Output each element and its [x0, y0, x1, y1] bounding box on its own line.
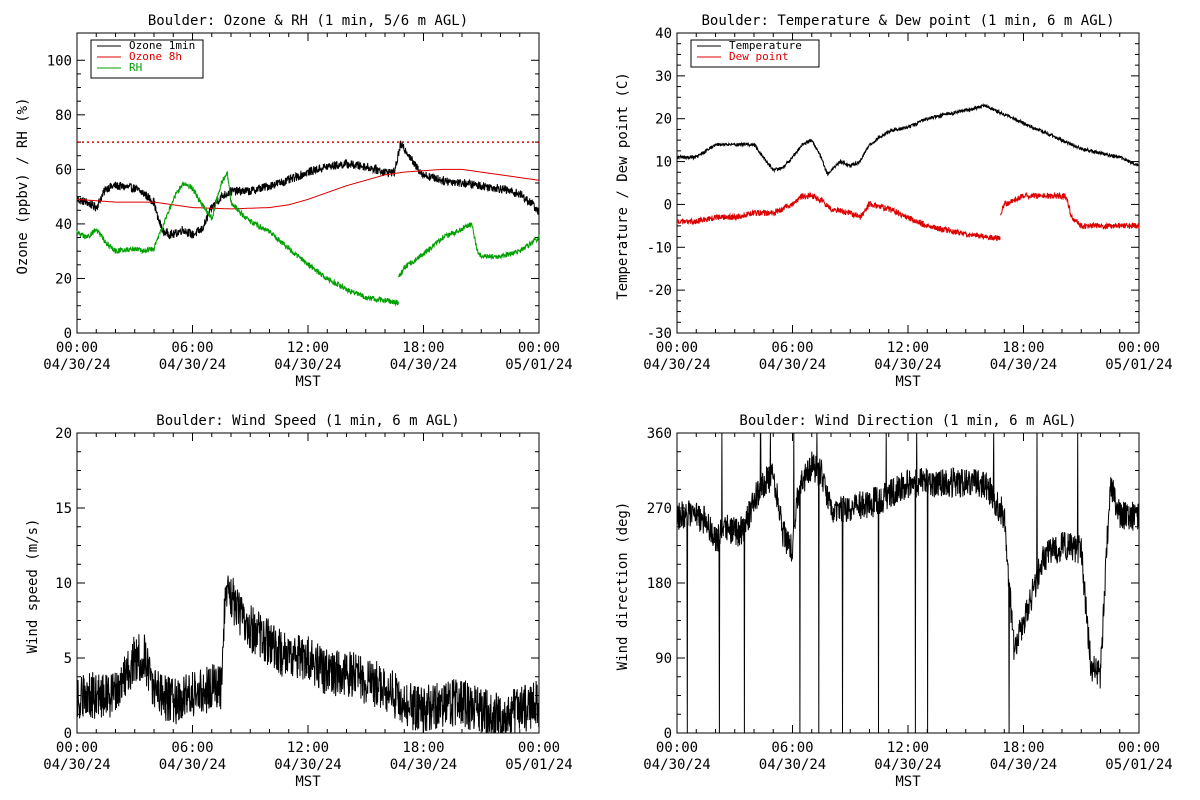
y-tick-label: -20 — [647, 283, 672, 299]
series-line — [76, 140, 540, 240]
x-axis-label: MST — [295, 374, 321, 390]
x-tick-label: 18:00 — [402, 340, 444, 356]
y-axis-label: Wind direction (deg) — [615, 502, 631, 671]
x-tick-date: 04/30/24 — [874, 357, 941, 373]
legend-label: Dew point — [729, 50, 789, 63]
series-line — [676, 191, 1001, 242]
series-line — [76, 169, 399, 307]
x-tick-label: 06:00 — [171, 740, 213, 756]
y-tick-label: 270 — [647, 501, 672, 517]
x-tick-label: 06:00 — [771, 740, 813, 756]
x-axis-label: MST — [295, 774, 321, 790]
legend-box — [690, 39, 820, 68]
legend-label: Temperature — [729, 39, 802, 52]
y-tick-label: 40 — [655, 26, 672, 42]
y-tick-label: 20 — [55, 426, 72, 442]
x-tick-date: 05/01/24 — [505, 757, 572, 773]
y-tick-label: 0 — [664, 197, 672, 213]
plot-frame — [676, 32, 1140, 334]
x-tick-date: 04/30/24 — [274, 757, 341, 773]
x-tick-date: 05/01/24 — [1105, 757, 1172, 773]
y-tick-label: 30 — [655, 69, 672, 85]
series-line — [676, 102, 1140, 177]
x-axis-label: MST — [895, 774, 921, 790]
y-tick-label: 100 — [47, 53, 72, 69]
x-tick-date: 05/01/24 — [1105, 357, 1172, 373]
x-tick-label: 06:00 — [171, 340, 213, 356]
y-tick-label: 5 — [64, 651, 72, 667]
y-tick-label: 10 — [655, 155, 672, 171]
x-tick-label: 00:00 — [518, 340, 560, 356]
legend-label: RH — [129, 61, 142, 74]
x-axis-label: MST — [895, 374, 921, 390]
x-tick-label: 00:00 — [1118, 340, 1160, 356]
y-tick-label: 360 — [647, 426, 672, 442]
plot-frame — [76, 432, 540, 734]
series-line — [76, 575, 540, 734]
y-tick-label: 20 — [55, 271, 72, 287]
y-tick-label: 180 — [647, 576, 672, 592]
x-tick-date: 04/30/24 — [759, 357, 826, 373]
x-tick-date: 04/30/24 — [159, 757, 226, 773]
chart-panel-ozone: Boulder: Ozone & RH (1 min, 5/6 m AGL) M… — [15, 13, 573, 390]
x-tick-label: 12:00 — [287, 340, 329, 356]
x-tick-date: 04/30/24 — [43, 757, 110, 773]
x-tick-label: 00:00 — [56, 740, 98, 756]
x-tick-label: 18:00 — [1002, 340, 1044, 356]
x-tick-label: 12:00 — [887, 340, 929, 356]
x-tick-date: 04/30/24 — [990, 757, 1057, 773]
y-axis-label: Ozone (ppbv) / RH (%) — [15, 97, 31, 274]
y-tick-label: 0 — [664, 726, 672, 742]
x-tick-label: 12:00 — [287, 740, 329, 756]
chart-panel-temp: Boulder: Temperature & Dew point (1 min,… — [615, 13, 1173, 390]
y-axis-label: Temperature / Dew point (C) — [615, 72, 631, 300]
x-tick-label: 00:00 — [656, 740, 698, 756]
y-tick-label: 0 — [64, 326, 72, 342]
x-tick-date: 04/30/24 — [874, 757, 941, 773]
series-line — [398, 222, 540, 278]
chart-title: Boulder: Temperature & Dew point (1 min,… — [701, 13, 1114, 29]
x-tick-label: 18:00 — [1002, 740, 1044, 756]
x-tick-label: 00:00 — [656, 340, 698, 356]
x-tick-date: 04/30/24 — [643, 357, 710, 373]
y-tick-label: 0 — [64, 726, 72, 742]
x-tick-date: 05/01/24 — [505, 357, 572, 373]
y-tick-label: -30 — [647, 326, 672, 342]
x-tick-label: 00:00 — [518, 740, 560, 756]
y-axis-label: Wind speed (m/s) — [25, 519, 41, 654]
y-tick-label: 60 — [55, 162, 72, 178]
chart-title: Boulder: Wind Speed (1 min, 6 m AGL) — [156, 413, 459, 429]
x-tick-date: 04/30/24 — [759, 757, 826, 773]
series-line — [77, 168, 540, 210]
y-tick-label: -10 — [647, 240, 672, 256]
x-tick-date: 04/30/24 — [990, 357, 1057, 373]
legend-label: Ozone 1min — [129, 39, 195, 52]
series-line — [676, 432, 1140, 734]
y-tick-label: 90 — [655, 651, 672, 667]
x-tick-date: 04/30/24 — [390, 357, 457, 373]
series-line — [1000, 191, 1140, 231]
x-tick-date: 04/30/24 — [643, 757, 710, 773]
x-tick-date: 04/30/24 — [274, 357, 341, 373]
x-tick-date: 04/30/24 — [390, 757, 457, 773]
y-tick-label: 20 — [655, 112, 672, 128]
x-tick-label: 12:00 — [887, 740, 929, 756]
x-tick-label: 06:00 — [771, 340, 813, 356]
y-tick-label: 15 — [55, 501, 72, 517]
chart-panel-wind: Boulder: Wind Speed (1 min, 6 m AGL) MST… — [25, 413, 573, 790]
x-tick-date: 04/30/24 — [159, 357, 226, 373]
chart-panel-winddir: Boulder: Wind Direction (1 min, 6 m AGL)… — [615, 413, 1173, 790]
y-tick-label: 40 — [55, 217, 72, 233]
chart-title: Boulder: Ozone & RH (1 min, 5/6 m AGL) — [148, 13, 468, 29]
y-tick-label: 10 — [55, 576, 72, 592]
y-tick-label: 80 — [55, 108, 72, 124]
x-tick-label: 00:00 — [1118, 740, 1160, 756]
legend-label: Ozone 8h — [129, 50, 182, 63]
x-tick-label: 00:00 — [56, 340, 98, 356]
x-tick-date: 04/30/24 — [43, 357, 110, 373]
chart-title: Boulder: Wind Direction (1 min, 6 m AGL) — [739, 413, 1076, 429]
x-tick-label: 18:00 — [402, 740, 444, 756]
